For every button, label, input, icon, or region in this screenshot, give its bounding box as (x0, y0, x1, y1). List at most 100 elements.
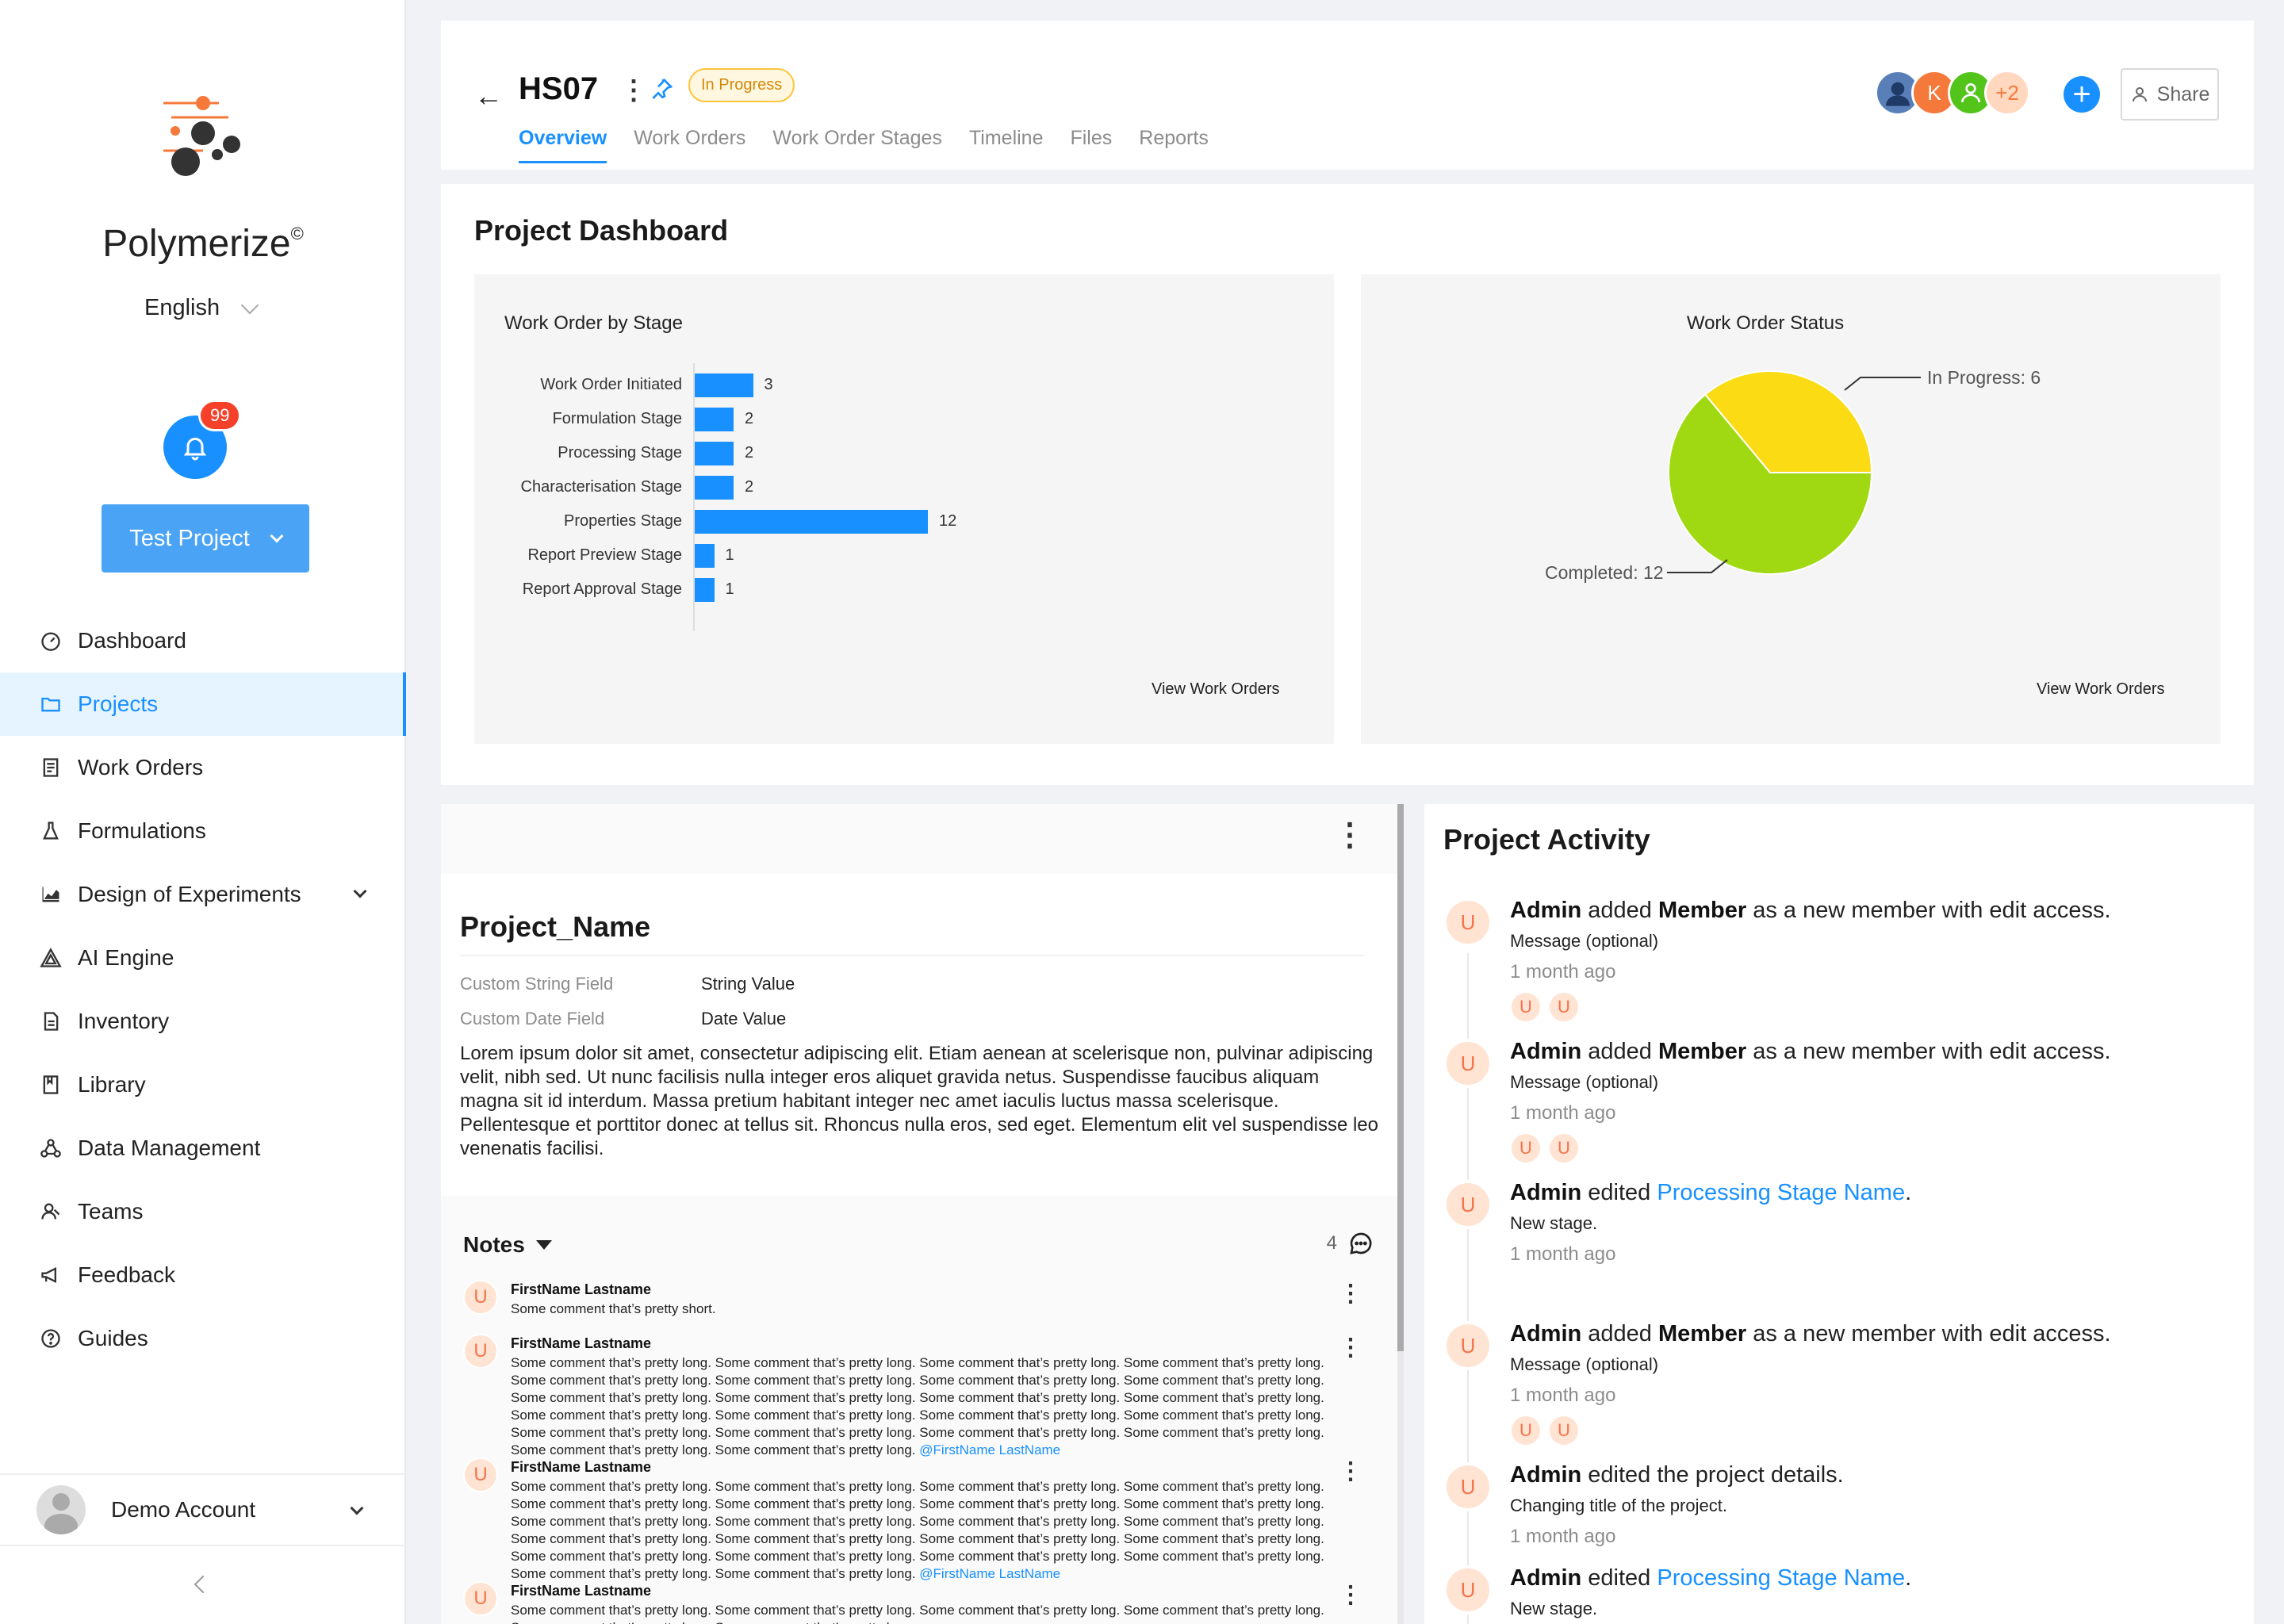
collapse-sidebar-icon[interactable] (194, 1575, 213, 1594)
sidebar-item-label: Library (78, 1072, 146, 1097)
sidebar-item-ai-engine[interactable]: AI Engine (0, 926, 406, 990)
bar[interactable] (695, 510, 928, 534)
bar-category-label: Work Order Initiated (540, 376, 682, 393)
activity-verb: added (1581, 1321, 1658, 1346)
bar-value-label: 12 (939, 512, 957, 530)
activity-message: New stage. (1510, 1213, 1598, 1233)
activity-verb: added (1581, 898, 1658, 923)
sidebar-item-dashboard[interactable]: Dashboard (0, 609, 406, 672)
chevron-down-icon (353, 884, 367, 898)
pie-slice[interactable] (1703, 370, 1873, 473)
pin-icon[interactable] (649, 76, 674, 102)
bar[interactable] (695, 544, 715, 568)
mention-link[interactable]: @FirstName LastName (919, 1442, 1061, 1457)
tab-files[interactable]: Files (1070, 127, 1113, 149)
project-dashboard: Project Dashboard Work Order by Stage Wo… (441, 184, 2254, 785)
dashboard-icon (41, 632, 60, 651)
project-selector-label: Test Project (129, 525, 250, 551)
tab-overview[interactable]: Overview (519, 127, 607, 163)
project-selector-button[interactable]: Test Project (102, 504, 309, 573)
activity-message: Message (optional) (1510, 931, 1659, 951)
sidebar-item-projects[interactable]: Projects (0, 672, 406, 736)
bar-value-label: 2 (745, 410, 754, 427)
view-work-orders-link[interactable]: View Work Orders (1152, 680, 1280, 698)
sidebar-item-inventory[interactable]: Inventory (0, 990, 406, 1053)
mention-link[interactable]: @FirstName LastName (919, 1566, 1061, 1581)
tab-work-order-stages[interactable]: Work Order Stages (772, 127, 942, 149)
sidebar-item-design-of-experiments[interactable]: Design of Experiments (0, 863, 406, 926)
status-pie-chart: In Progress: 6 Completed: 12 (1545, 367, 2041, 583)
language-selector[interactable]: English (144, 295, 259, 321)
tab-timeline[interactable]: Timeline (968, 127, 1044, 149)
more-options-icon[interactable]: ⋮ (1339, 1281, 1362, 1307)
panel-toolbar: ⋮ (441, 804, 1397, 874)
bar[interactable] (695, 442, 734, 465)
stage-link[interactable]: Processing Stage Name (1657, 1565, 1906, 1591)
scrollbar-thumb[interactable] (1397, 804, 1404, 1351)
note-text: Some comment that’s pretty long. Some co… (511, 1602, 1336, 1624)
leader-line (1667, 559, 1728, 573)
status-chart-card: Work Order Status In Progress: 6 Complete… (1361, 274, 2221, 744)
share-label: Share (2156, 82, 2210, 105)
avatar: U (1443, 1462, 1493, 1511)
more-options-icon[interactable]: ⋮ (1339, 1335, 1362, 1361)
pie-slice[interactable] (1668, 393, 1873, 575)
notes-toggle[interactable]: Notes (463, 1232, 552, 1258)
view-work-orders-link[interactable]: View Work Orders (2037, 680, 2165, 698)
project-tabs: Overview Work Orders Work Order Stages T… (519, 127, 1209, 163)
chevron-down-icon (240, 296, 259, 314)
project-activity-panel: Project Activity U Admin added Member as … (1424, 804, 2254, 1624)
activity-rest: . (1905, 1180, 1912, 1205)
sidebar-item-label: Data Management (78, 1136, 261, 1160)
sidebar-item-library[interactable]: Library (0, 1053, 406, 1116)
sidebar-item-work-orders[interactable]: Work Orders (0, 736, 406, 799)
sidebar-item-teams[interactable]: Teams (0, 1180, 406, 1243)
bar-category-label: Report Approval Stage (522, 580, 682, 598)
slice-label: Completed: 12 (1545, 562, 1664, 583)
share-button[interactable]: Share (2121, 68, 2219, 121)
scrollbar[interactable] (1397, 804, 1404, 1624)
project-header: ← HS07 ⋮ In Progress Overview Work Order… (441, 21, 2254, 170)
activity-message: New stage. (1510, 1599, 1598, 1618)
tab-work-orders[interactable]: Work Orders (634, 127, 746, 149)
sidebar-nav: Dashboard Projects Work Orders Formulati… (0, 609, 406, 1370)
sidebar-item-formulations[interactable]: Formulations (0, 799, 406, 863)
tab-reports[interactable]: Reports (1139, 127, 1209, 149)
more-options-icon[interactable]: ⋮ (1339, 1582, 1362, 1608)
bar-category-label: Formulation Stage (552, 410, 682, 427)
sidebar-item-guides[interactable]: Guides (0, 1307, 406, 1370)
note-body: Some comment that’s pretty long. Some co… (511, 1603, 1324, 1624)
activity-rest: as a new member with edit access. (1746, 1039, 2111, 1064)
activity-timestamp: 1 month ago (1510, 1102, 1616, 1124)
add-member-button[interactable]: + (2064, 76, 2100, 113)
field-value: Date Value (701, 1009, 787, 1028)
activity-verb: added (1581, 1039, 1658, 1064)
bar[interactable] (695, 408, 734, 431)
member-avatars[interactable]: K +2 (1875, 70, 2030, 116)
activity-verb: edited (1581, 1180, 1657, 1205)
avatar: U (1443, 1180, 1493, 1229)
status-badge: In Progress (688, 68, 795, 102)
sidebar-item-label: Design of Experiments (78, 882, 301, 906)
activity-title: Project Activity (1443, 823, 1650, 856)
bar[interactable] (695, 373, 753, 397)
avatar: U (463, 1334, 498, 1369)
back-arrow-icon[interactable]: ← (474, 79, 503, 112)
sidebar-item-data-management[interactable]: Data Management (0, 1116, 406, 1180)
account-menu[interactable]: Demo Account (0, 1473, 406, 1546)
note-author: FirstName Lastname (511, 1583, 652, 1599)
notes-count[interactable]: 4 (1327, 1231, 1374, 1256)
more-options-icon[interactable]: ⋮ (1339, 1458, 1362, 1484)
leader-line (1844, 377, 1921, 391)
megaphone-icon (41, 1266, 56, 1284)
note-text: Some comment that’s pretty short. (511, 1300, 1336, 1318)
activity-object: Member (1657, 898, 1747, 923)
stage-link[interactable]: Processing Stage Name (1657, 1180, 1906, 1205)
sidebar-item-feedback[interactable]: Feedback (0, 1243, 406, 1307)
more-options-icon[interactable]: ⋮ (620, 75, 647, 105)
more-options-icon[interactable]: ⋮ (1334, 818, 1366, 852)
bar[interactable] (695, 476, 734, 500)
user-icon (1961, 83, 1980, 103)
bar[interactable] (695, 578, 715, 602)
